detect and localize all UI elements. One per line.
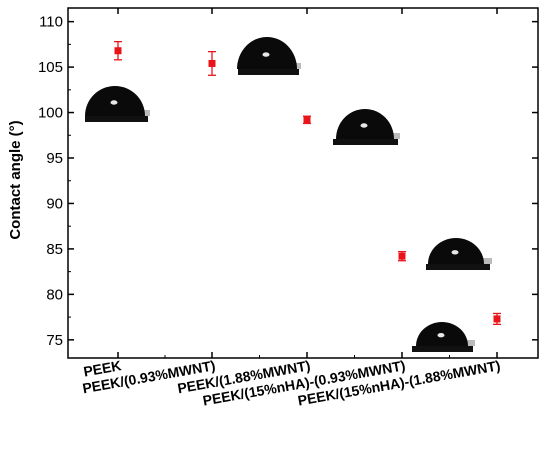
droplet-highlight bbox=[360, 123, 368, 128]
y-tick-label: 90 bbox=[46, 195, 63, 212]
y-tick-label: 95 bbox=[46, 150, 63, 167]
data-point bbox=[303, 115, 311, 125]
droplet-image bbox=[412, 322, 475, 352]
y-tick-label: 80 bbox=[46, 286, 63, 303]
droplet-highlight bbox=[437, 333, 445, 338]
substrate-reflection bbox=[482, 258, 492, 264]
substrate bbox=[333, 139, 398, 145]
data-marker bbox=[493, 315, 501, 323]
x-category-label: PEEK bbox=[82, 357, 122, 379]
substrate-reflection bbox=[140, 110, 150, 116]
substrate bbox=[85, 116, 148, 122]
droplet-highlight bbox=[110, 100, 118, 105]
y-tick-label: 110 bbox=[39, 14, 63, 31]
data-marker bbox=[208, 59, 216, 67]
plot-area bbox=[67, 7, 539, 359]
y-axis-ticks: 75 80 85 90 95 100 105 110 bbox=[38, 14, 538, 349]
y-tick-label: 105 bbox=[38, 59, 63, 76]
droplet-highlight bbox=[262, 52, 270, 57]
plot-frame bbox=[67, 7, 539, 359]
substrate bbox=[238, 69, 299, 75]
data-points bbox=[114, 40, 501, 326]
data-point bbox=[114, 40, 122, 61]
data-point bbox=[208, 50, 216, 76]
droplet-image bbox=[333, 109, 400, 145]
data-marker bbox=[398, 252, 406, 260]
substrate bbox=[412, 346, 473, 352]
droplet-image bbox=[237, 37, 301, 75]
data-marker bbox=[114, 47, 122, 55]
y-tick-label: 75 bbox=[46, 332, 63, 349]
droplet-highlight bbox=[451, 250, 459, 255]
substrate-reflection bbox=[465, 340, 475, 346]
droplet-images bbox=[85, 37, 492, 352]
data-point bbox=[398, 250, 406, 262]
y-tick-label: 85 bbox=[46, 241, 63, 258]
data-marker bbox=[303, 116, 311, 124]
substrate bbox=[426, 264, 490, 270]
droplet-image bbox=[426, 238, 492, 270]
substrate-reflection bbox=[390, 133, 400, 139]
data-point bbox=[493, 312, 501, 326]
y-axis-title: Contact angle (°) bbox=[7, 120, 24, 239]
droplet-image bbox=[85, 86, 150, 122]
y-tick-label: 100 bbox=[38, 105, 63, 122]
